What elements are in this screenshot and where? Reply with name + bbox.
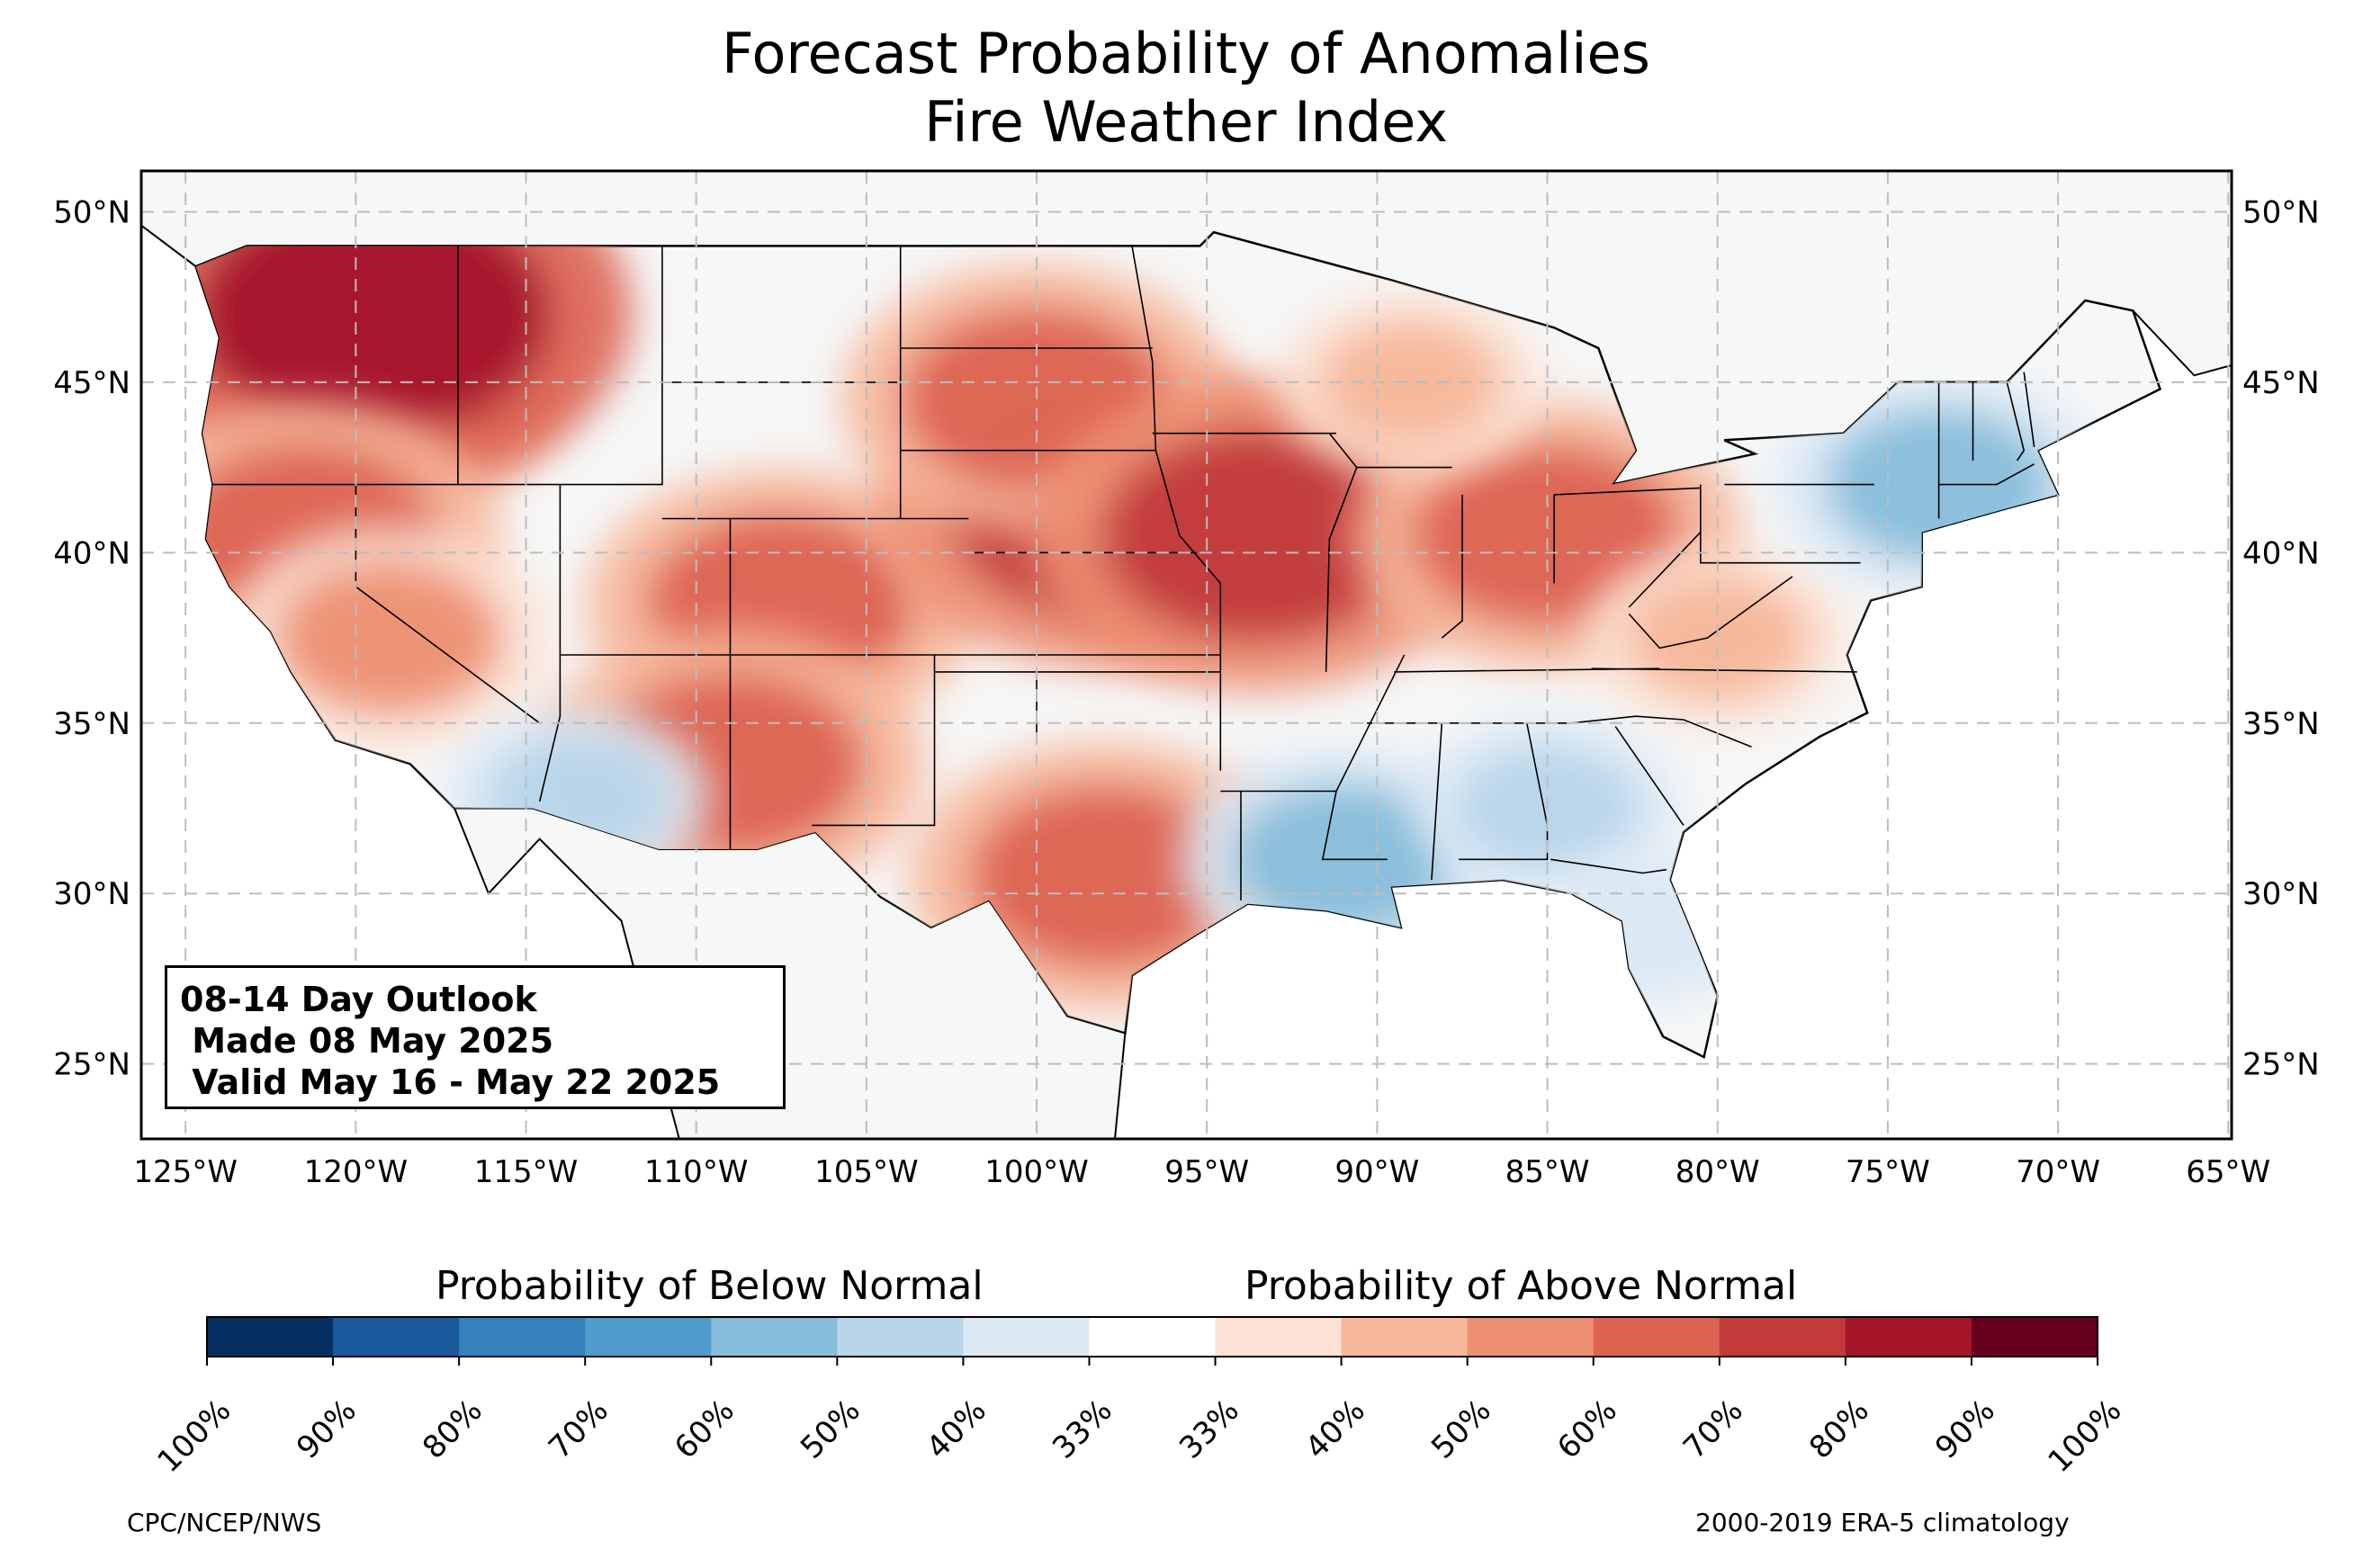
lat-label-right: 35°N <box>2242 706 2320 742</box>
colorbar-swatch <box>333 1317 460 1357</box>
lon-label: 125°W <box>133 1154 238 1190</box>
colorbar-swatch <box>1215 1317 1343 1357</box>
anomaly-fill-layer <box>195 232 2104 1011</box>
state-border-25 <box>1554 487 1701 496</box>
lon-label: 85°W <box>1505 1154 1590 1190</box>
lat-label-left: 25°N <box>53 1047 130 1083</box>
colorbar-swatch <box>459 1317 586 1357</box>
state-border-9 <box>812 655 936 827</box>
colorbar-swatch <box>837 1317 964 1357</box>
map-subtitle: Fire Weather Index <box>924 89 1448 155</box>
state-border-36 <box>1628 576 1793 650</box>
lat-label-left: 30°N <box>53 876 130 912</box>
lon-label: 120°W <box>304 1154 409 1190</box>
state-border-20 <box>1441 494 1463 639</box>
state-border-23 <box>1431 722 1443 881</box>
lat-label-right: 25°N <box>2242 1047 2320 1083</box>
colorbar-swatch <box>1593 1317 1721 1357</box>
state-border-15 <box>1131 246 1222 771</box>
state-border-18 <box>1325 433 1358 672</box>
colorbar-swatch <box>1467 1317 1595 1357</box>
lon-label: 75°W <box>1846 1154 1930 1190</box>
title-block: Forecast Probability of Anomalies Fire W… <box>0 20 2372 157</box>
colorbar-swatch <box>711 1317 838 1357</box>
lon-label: 110°W <box>644 1154 749 1190</box>
lat-label-left: 45°N <box>53 365 130 401</box>
colorbar <box>206 1316 2098 1366</box>
state-border-21 <box>1321 654 1406 861</box>
lon-label: 100°W <box>984 1154 1089 1190</box>
outlook-period: 08-14 Day Outlook <box>180 980 537 1019</box>
lon-label: 65°W <box>2186 1154 2270 1190</box>
lon-label: 90°W <box>1334 1154 1419 1190</box>
anomaly-great-lakes <box>1279 291 1544 474</box>
colorbar-swatch <box>963 1317 1090 1357</box>
lat-label-left: 40°N <box>53 535 130 571</box>
outlook-info-box: 08-14 Day Outlook Made 08 May 2025 Valid… <box>165 965 786 1109</box>
state-border-31 <box>1550 858 1667 874</box>
climatology-note: 2000-2019 ERA-5 climatology <box>1695 1508 2070 1537</box>
state-border-41 <box>2023 372 2035 448</box>
lat-label-right: 30°N <box>2242 876 2320 912</box>
lat-label-right: 50°N <box>2242 194 2320 230</box>
colorbar-swatch <box>585 1317 712 1357</box>
lat-label-right: 45°N <box>2242 365 2320 401</box>
state-border-0 <box>457 246 663 486</box>
source-credit: CPC/NCEP/NWS <box>127 1508 322 1537</box>
state-border-30 <box>1614 726 1685 826</box>
state-border-37 <box>1938 463 2035 486</box>
colorbar-swatch <box>1971 1317 2098 1357</box>
above-normal-label: Probability of Above Normal <box>1244 1263 1798 1309</box>
lon-label: 115°W <box>474 1154 579 1190</box>
colorbar-swatch <box>1089 1317 1217 1357</box>
state-border-32 <box>1700 484 1861 564</box>
lat-label-left: 35°N <box>53 706 130 742</box>
anomaly-sierra-nevada <box>225 524 554 751</box>
state-border-34 <box>1628 532 1702 608</box>
longitude-labels: 125°W 120°W 115°W 110°W 105°W 100°W 95°W 90°W 85… <box>133 1154 2270 1190</box>
colorbar-frame <box>206 1316 2098 1357</box>
colorbar-swatch <box>1719 1317 1846 1357</box>
lon-label: 95°W <box>1164 1154 1249 1190</box>
lon-label: 80°W <box>1676 1154 1760 1190</box>
state-border-39 <box>2006 381 2026 461</box>
colorbar-swatch <box>1341 1317 1469 1357</box>
map-frame <box>139 169 2233 1141</box>
state-border-35 <box>1591 668 1857 673</box>
latitude-labels: 50°N 50°N 45°N 45°N 40°N 40°N 35°N 35°N 30°N 30°N… <box>53 194 2319 1082</box>
lon-label: 105°W <box>814 1154 919 1190</box>
map-title: Forecast Probability of Anomalies <box>722 21 1650 86</box>
made-date: Made 08 May 2025 <box>180 1021 554 1061</box>
state-borders <box>212 246 2035 900</box>
lon-label: 70°W <box>2016 1154 2100 1190</box>
anomaly-eastern-washington <box>195 232 633 493</box>
colorbar-swatch <box>1845 1317 1972 1357</box>
lat-label-left: 50°N <box>53 194 130 230</box>
below-normal-label: Probability of Below Normal <box>436 1263 984 1309</box>
colorbar-swatch <box>207 1317 334 1357</box>
lat-label-right: 40°N <box>2242 535 2320 571</box>
valid-dates: Valid May 16 - May 22 2025 <box>180 1062 721 1102</box>
state-border-3 <box>538 484 562 802</box>
